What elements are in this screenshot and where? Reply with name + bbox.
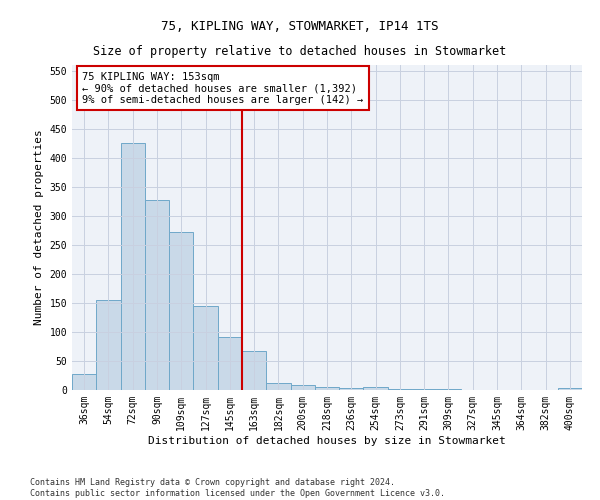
X-axis label: Distribution of detached houses by size in Stowmarket: Distribution of detached houses by size … (148, 436, 506, 446)
Bar (169, 232, 193, 390)
Bar (558, 388, 582, 390)
Bar (121, 144, 145, 390)
Bar (145, 200, 169, 390)
Bar (96, 300, 121, 390)
Text: 75 KIPLING WAY: 153sqm
← 90% of detached houses are smaller (1,392)
9% of semi-d: 75 KIPLING WAY: 153sqm ← 90% of detached… (82, 72, 364, 104)
Bar (290, 385, 315, 390)
Y-axis label: Number of detached properties: Number of detached properties (34, 130, 44, 326)
Bar (364, 387, 388, 390)
Bar (193, 306, 218, 390)
Bar (315, 387, 339, 390)
Text: Size of property relative to detached houses in Stowmarket: Size of property relative to detached ho… (94, 45, 506, 58)
Bar (266, 383, 290, 390)
Bar (242, 350, 266, 390)
Text: 75, KIPLING WAY, STOWMARKET, IP14 1TS: 75, KIPLING WAY, STOWMARKET, IP14 1TS (161, 20, 439, 33)
Bar (218, 337, 242, 390)
Bar (72, 374, 96, 390)
Text: Contains HM Land Registry data © Crown copyright and database right 2024.
Contai: Contains HM Land Registry data © Crown c… (30, 478, 445, 498)
Bar (339, 388, 364, 390)
